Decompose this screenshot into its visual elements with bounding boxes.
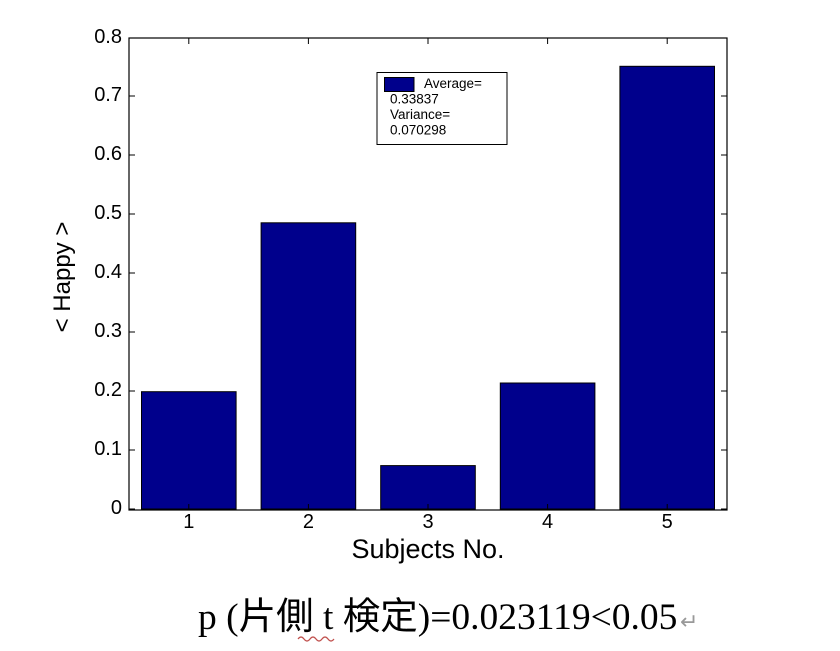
svg-text:p (片側 t 検定)=0.023119<0.05: p (片側 t 検定)=0.023119<0.05 bbox=[198, 596, 677, 638]
svg-text:↵: ↵ bbox=[680, 609, 698, 634]
